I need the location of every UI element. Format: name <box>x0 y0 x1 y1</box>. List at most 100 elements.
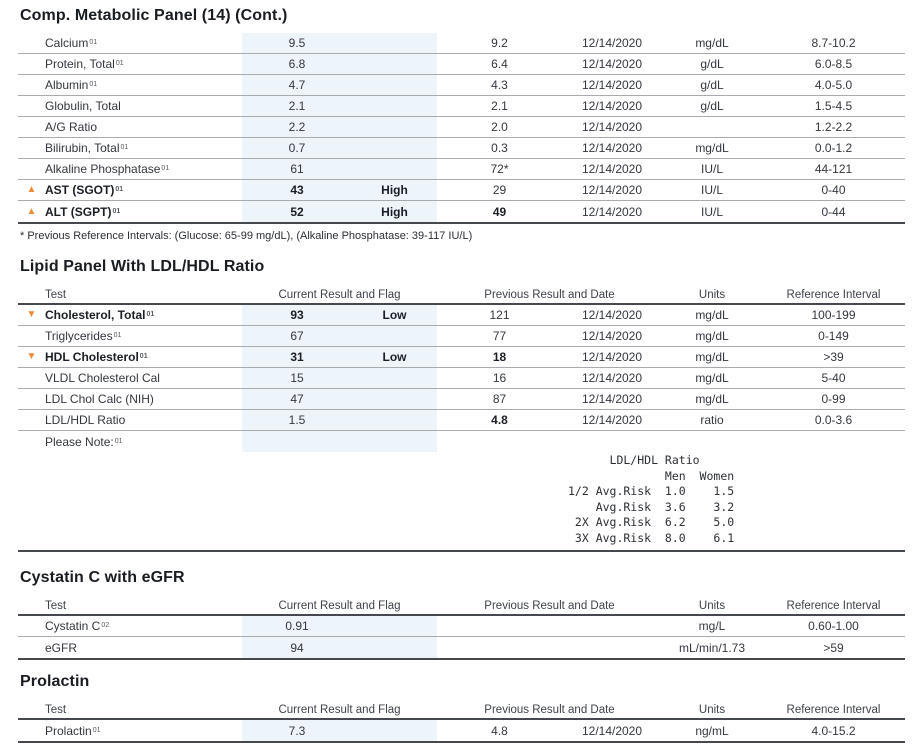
high-flag-icon: ▲ <box>26 205 37 217</box>
current-result: 43 <box>242 180 352 200</box>
previous-result-date: 12/14/2020 <box>581 162 643 176</box>
test-name: eGFR <box>45 637 242 658</box>
result-flag-text <box>352 637 437 658</box>
section-title: Cystatin C with eGFR <box>20 569 185 586</box>
units: ratio <box>700 413 724 427</box>
previous-result: 6.4 <box>491 57 508 71</box>
reference-interval: 0.60-1.00 <box>808 619 859 633</box>
column-header-test: Test <box>45 288 67 301</box>
test-name-label: eGFR <box>45 640 78 655</box>
reference-interval: 4.0-15.2 <box>811 723 856 738</box>
table-row: ▲ AST (SGOT) 01 43 High 29 12/14/2020 IU/L 0-40 <box>18 180 905 201</box>
flag-placeholder <box>18 326 45 346</box>
table-row: Alkaline Phosphatase 01 61 72* 12/14/2020 IU/… <box>18 159 905 180</box>
high-flag-icon: ▲ <box>26 184 37 195</box>
flag-placeholder <box>18 637 45 658</box>
result-flag-text <box>352 720 437 741</box>
previous-result-date: 12/14/2020 <box>581 413 643 427</box>
test-name-label: LDL/HDL Ratio <box>45 413 126 427</box>
units <box>662 117 762 137</box>
result-flag-text: High <box>352 201 437 222</box>
reference-interval: 44-121 <box>814 162 853 176</box>
result-flag-text <box>352 616 437 636</box>
column-header-previous: Previous Result and Date <box>484 599 615 612</box>
test-name-label: Cystatin C <box>45 619 101 633</box>
test-name-label: HDL Cholesterol <box>45 350 139 364</box>
current-result: 2.2 <box>242 117 352 137</box>
test-name-label: Prolactin <box>45 723 92 738</box>
flag-placeholder <box>18 54 45 74</box>
table-row: Calcium 01 9.5 9.2 12/14/2020 mg/dL 8.7-10.2 <box>18 33 905 54</box>
column-header-current: Current Result and Flag <box>278 288 401 301</box>
result-flag-text <box>352 410 437 430</box>
table-row: eGFR 94 mL/min/1.73 >59 <box>18 637 905 658</box>
flag-placeholder <box>18 720 45 741</box>
column-header-units: Units <box>698 703 726 716</box>
reference-interval: 0.0-1.2 <box>814 141 853 155</box>
flag-placeholder <box>18 138 45 158</box>
reference-interval: 0-99 <box>821 392 846 406</box>
flag-placeholder <box>18 410 45 430</box>
low-flag-icon: ▼ <box>26 309 37 320</box>
units: ng/mL <box>695 723 729 738</box>
column-header-reference: Reference Interval <box>786 703 881 716</box>
test-name-label: A/G Ratio <box>45 120 98 134</box>
previous-result-date <box>562 616 662 636</box>
test-name: Albumin 01 <box>45 78 98 92</box>
column-header-row: Test Current Result and Flag Previous Resu… <box>18 286 905 305</box>
previous-result: 72* <box>490 162 509 176</box>
column-header-current: Current Result and Flag <box>278 599 401 612</box>
current-result: 67 <box>242 326 352 346</box>
result-flag-text <box>352 138 437 158</box>
test-name: Alkaline Phosphatase 01 <box>45 162 170 176</box>
previous-result: 2.1 <box>491 99 508 113</box>
table-row: LDL/HDL Ratio 1.5 4.8 12/14/2020 ratio 0.0-3.… <box>18 410 905 431</box>
reference-interval: 0.0-3.6 <box>814 413 853 427</box>
current-result: 6.8 <box>242 54 352 74</box>
previous-result-date: 12/14/2020 <box>581 204 643 219</box>
flag-placeholder <box>18 159 45 179</box>
column-header-row: Test Current Result and Flag Previous Resu… <box>18 597 905 616</box>
section-title: Comp. Metabolic Panel (14) (Cont.) <box>20 7 288 24</box>
units: mg/L <box>698 619 726 633</box>
previous-result: 4.3 <box>491 78 508 92</box>
previous-result: 0.3 <box>491 141 508 155</box>
units-empty <box>662 431 762 452</box>
reference-interval: 0-40 <box>821 183 846 197</box>
table-row: ▼ Cholesterol, Total 01 93 Low 121 12/14/2020 m… <box>18 305 905 326</box>
units: mg/dL <box>695 329 729 343</box>
result-flag-text <box>352 368 437 388</box>
current-result: 15 <box>242 368 352 388</box>
test-name: A/G Ratio <box>45 117 242 137</box>
previous-result-date: 12/14/2020 <box>581 99 643 113</box>
test-name: Globulin, Total <box>45 96 242 116</box>
flag-placeholder <box>18 75 45 95</box>
prolactin-results-table: Test Current Result and Flag Previous Resu… <box>18 701 905 743</box>
column-header-test: Test <box>45 703 67 716</box>
previous-result: 9.2 <box>491 36 508 50</box>
test-name-label: Triglycerides <box>45 329 113 343</box>
test-name-label: Albumin <box>45 78 89 92</box>
table-row: Cystatin C 02 0.91 mg/L 0.60-1.00 <box>18 616 905 637</box>
table-body: Prolactin 01 7.3 4.8 12/14/2020 ng/mL 4.0-15.2 <box>18 720 905 743</box>
test-name-label: ALT (SGPT) <box>45 204 112 219</box>
test-name-label: Globulin, Total <box>45 99 121 113</box>
flag-placeholder <box>18 117 45 137</box>
previous-result: 2.0 <box>491 120 508 134</box>
section-cystatin: Cystatin C with eGFR Test Current Result a… <box>0 568 920 660</box>
test-name-label: Bilirubin, Total <box>45 141 120 155</box>
previous-result-date: 12/14/2020 <box>581 329 643 343</box>
cmp-results-table: Calcium 01 9.5 9.2 12/14/2020 mg/dL 8.7-10.2 Pr… <box>18 33 905 224</box>
test-name-label: Cholesterol, Total <box>45 308 146 322</box>
test-name-label: Calcium <box>45 36 89 50</box>
units: mg/dL <box>695 308 729 322</box>
table-row: LDL Chol Calc (NIH) 47 87 12/14/2020 mg/dL 0-… <box>18 389 905 410</box>
units: IU/L <box>700 204 723 219</box>
previous-result: 121 <box>489 308 510 322</box>
please-note-text: Please Note: <box>45 434 114 449</box>
column-header-units: Units <box>698 288 726 301</box>
previous-result <box>437 616 562 636</box>
table-row: Globulin, Total 2.1 2.1 12/14/2020 g/dL 1.5-4… <box>18 96 905 117</box>
ldl-hdl-ratio-risk-table: LDL/HDL Ratio Men Women 1/2 Avg.Risk 1.0… <box>568 453 735 545</box>
test-name-label: VLDL Cholesterol Cal <box>45 371 160 385</box>
